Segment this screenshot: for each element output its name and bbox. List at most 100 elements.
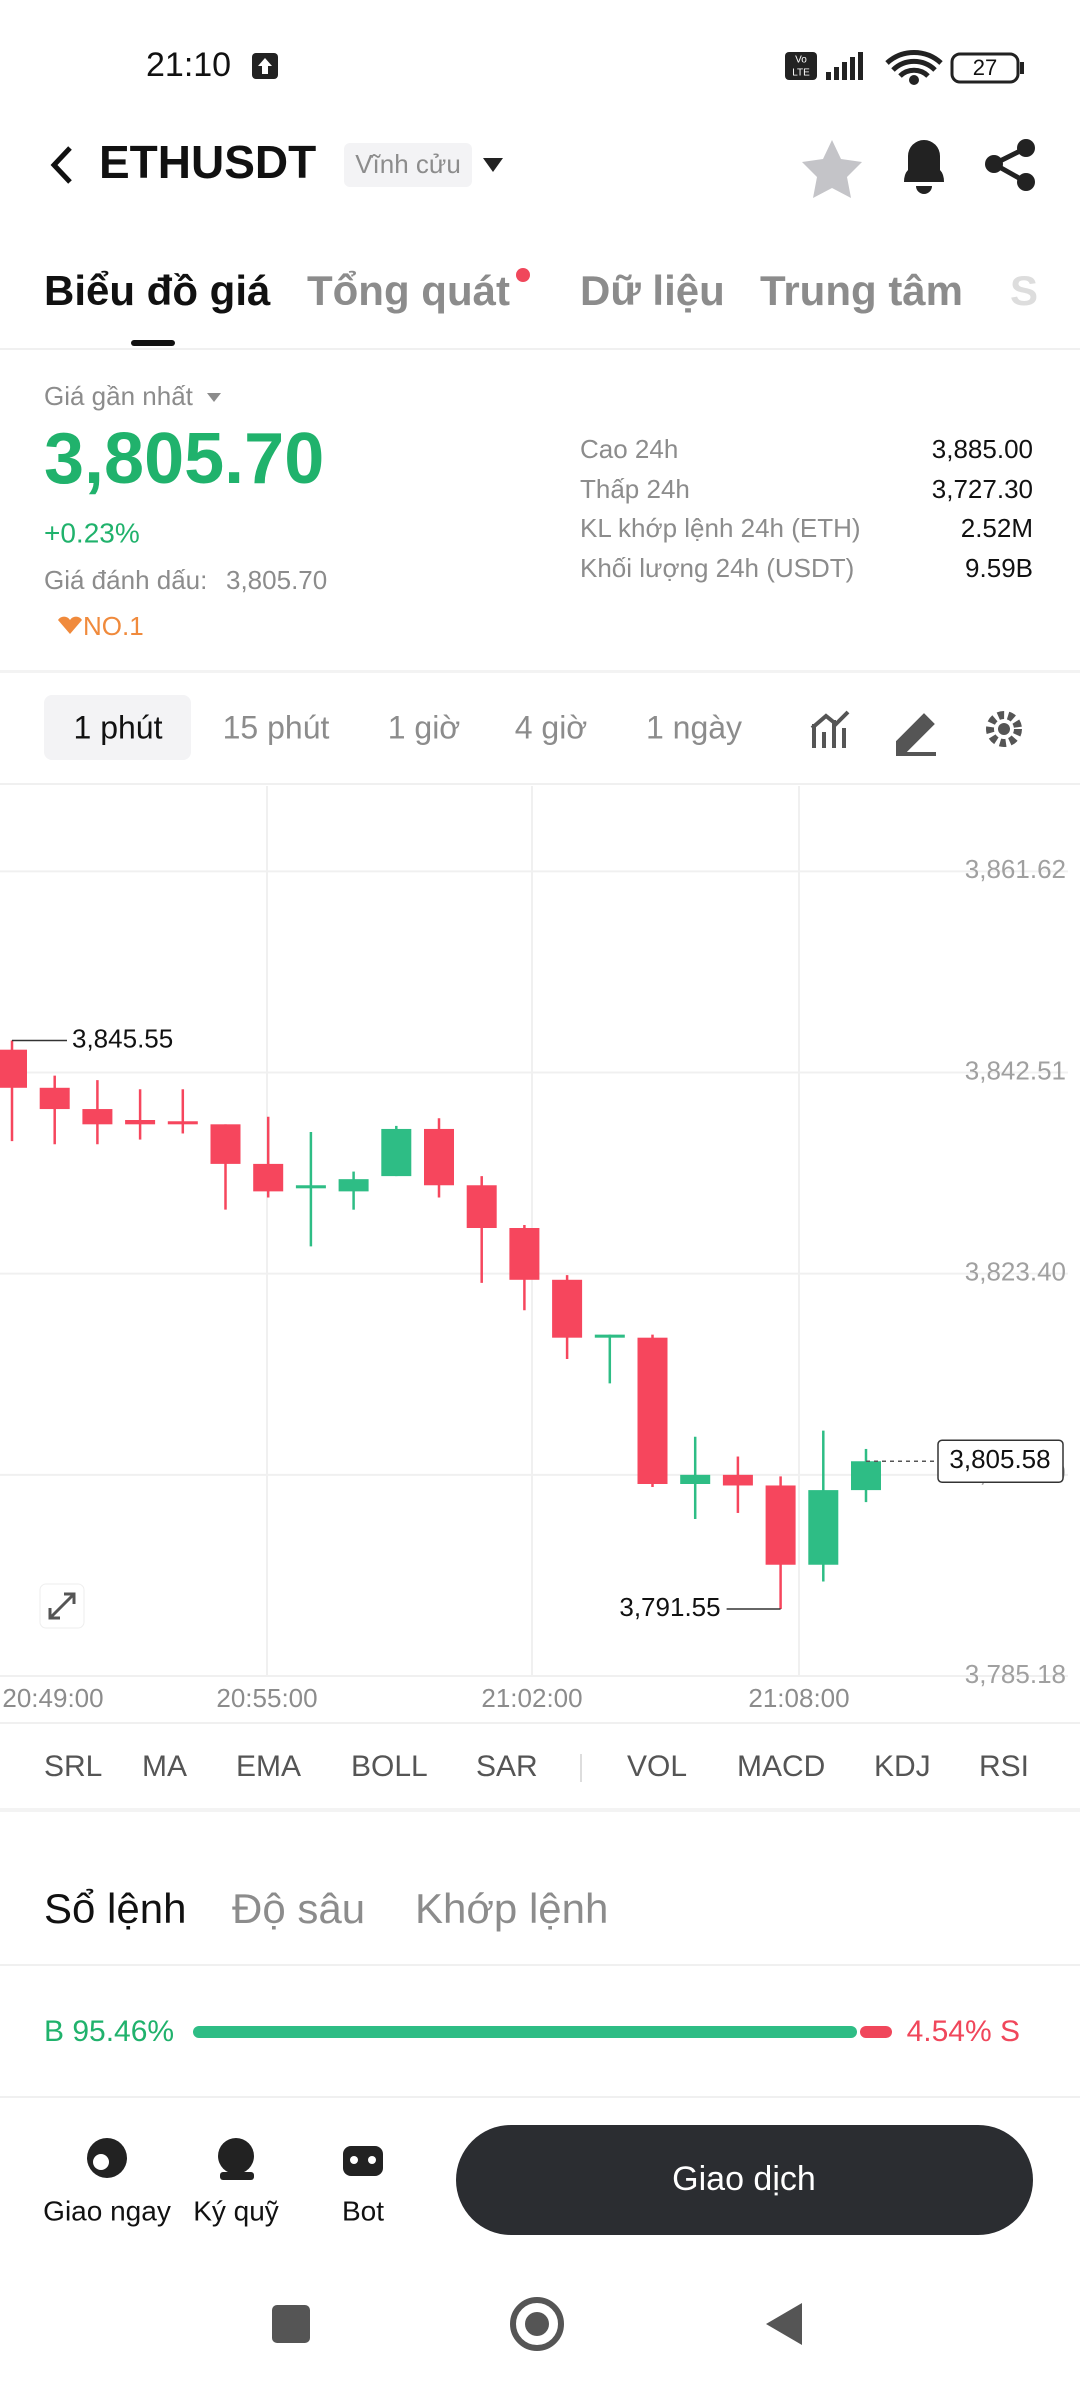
interval-active[interactable]: 1 phút [74,709,163,745]
divider [0,348,1080,350]
y-tick-label: 3,785.18 [965,1659,1066,1689]
fullscreen-icon [48,1592,76,1620]
back-nav-button[interactable] [766,2303,802,2345]
home-dot [525,2312,549,2336]
trade-button-label: Giao dịch [672,2160,816,2198]
battery-icon [950,52,1020,84]
candle-body [295,1185,326,1189]
sell-bar [860,2026,892,2038]
back-button[interactable] [50,146,72,184]
tab-badge [516,268,530,282]
contract-badge[interactable] [344,143,472,187]
symbol: ETHUSDT [99,136,316,188]
stat-label: Cao 24h [580,434,678,464]
indicator[interactable]: EMA [236,1750,301,1783]
indicator-button[interactable] [810,710,850,748]
price-change: +0.23% [44,517,140,548]
x-tick-label: 20:49:00 [2,1683,103,1713]
battery-level: 27 [973,55,997,80]
alert-button[interactable] [904,140,944,194]
stats: Cao 24h 3,885.00 Thấp 24h 3,727.30 KL kh… [580,434,1033,583]
orderbook-tab[interactable]: Khớp lệnh [415,1885,608,1932]
price-chart: 20:49:00 20:55:00 21:02:00 21:08:00 3,785.18… [0,786,1068,1713]
draw-button[interactable] [896,713,936,756]
interval[interactable]: 4 giờ [515,709,588,745]
low-label: 3,791.55 [619,1592,720,1622]
y-tick-label: 3,823.40 [965,1257,1066,1287]
tab[interactable]: S [1010,267,1038,314]
indicator[interactable]: KDJ [874,1750,931,1783]
margin-icon[interactable] [218,2138,254,2174]
candle-body [82,1109,113,1125]
orderbook-tab[interactable]: Độ sâu [232,1885,365,1932]
tab[interactable]: Dữ liệu [580,267,725,314]
clock: 21:10 [146,46,231,84]
interval[interactable]: 1 ngày [646,709,742,745]
candle-body [424,1128,454,1186]
tab[interactable]: Trung tâm [760,267,963,314]
home-button[interactable] [510,2297,564,2351]
bot-eye [350,2156,358,2164]
buy-ratio: B 95.46% [44,2015,174,2048]
candle-body [0,1049,27,1088]
contract-type: Vĩnh cửu [355,149,461,179]
indicator-bar: SRL MA EMA BOLL SAR VOL MACD KDJ RSI [44,1750,1029,1783]
trade-button[interactable] [456,2125,1033,2235]
indicator[interactable]: MA [142,1750,187,1783]
indicator[interactable]: VOL [627,1750,687,1783]
high-label: 3,845.55 [72,1023,173,1053]
divider [0,2096,1080,2098]
candle-body [167,1121,198,1125]
recents-button[interactable] [272,2305,310,2343]
x-tick-label: 21:02:00 [481,1683,582,1713]
candle-body [125,1120,156,1125]
stat-value: 3,727.30 [932,474,1033,504]
stat-label: Thấp 24h [580,474,690,504]
favorite-button[interactable] [802,140,862,198]
last-price-label: Giá gần nhất [44,381,194,411]
last-price: 3,805.70 [44,419,324,499]
tab-active[interactable]: Biểu đồ giá [44,267,271,314]
tab[interactable]: Tổng quát [307,267,510,314]
interval[interactable]: 1 giờ [388,709,461,745]
candle-body [210,1124,241,1164]
orderbook-tab-active[interactable]: Sổ lệnh [44,1885,186,1932]
symbol-dropdown[interactable] [483,158,503,172]
x-tick-label: 21:08:00 [748,1683,849,1713]
candle-body [680,1474,711,1484]
candle-body [253,1163,284,1192]
buy-bar [193,2026,857,2038]
wifi-icon [885,50,943,78]
y-tick-label: 3,842.51 [965,1055,1066,1085]
stat-value: 3,885.00 [932,434,1033,464]
indicator[interactable]: BOLL [351,1750,428,1783]
stat-value: 2.52M [961,513,1033,543]
volte-icon [785,52,817,80]
divider [0,1964,1080,1966]
bot-eye [368,2156,376,2164]
indicator[interactable]: MACD [737,1750,825,1783]
candle-body [808,1490,839,1565]
divider [0,670,1080,673]
indicator[interactable]: RSI [979,1750,1029,1783]
bot-icon[interactable] [343,2146,383,2176]
candle-body [338,1179,369,1192]
price-type-dropdown[interactable] [207,393,221,402]
interval[interactable]: 15 phút [223,709,330,745]
rank-icon [58,616,82,634]
indicator[interactable]: SAR [476,1750,538,1783]
x-tick-label: 20:55:00 [216,1683,317,1713]
last-price-label: 3,805.58 [949,1444,1050,1474]
indicator[interactable]: SRL [44,1750,102,1783]
candle-body [851,1461,881,1491]
rank: NO.1 [83,611,144,641]
volte-text: LTE [792,68,810,79]
settings-center [998,723,1010,735]
last-price-box [937,1439,1064,1484]
divider [0,783,1080,785]
wifi-dot [909,75,919,85]
signal-icon [826,52,863,80]
settings-button[interactable] [986,711,1022,747]
